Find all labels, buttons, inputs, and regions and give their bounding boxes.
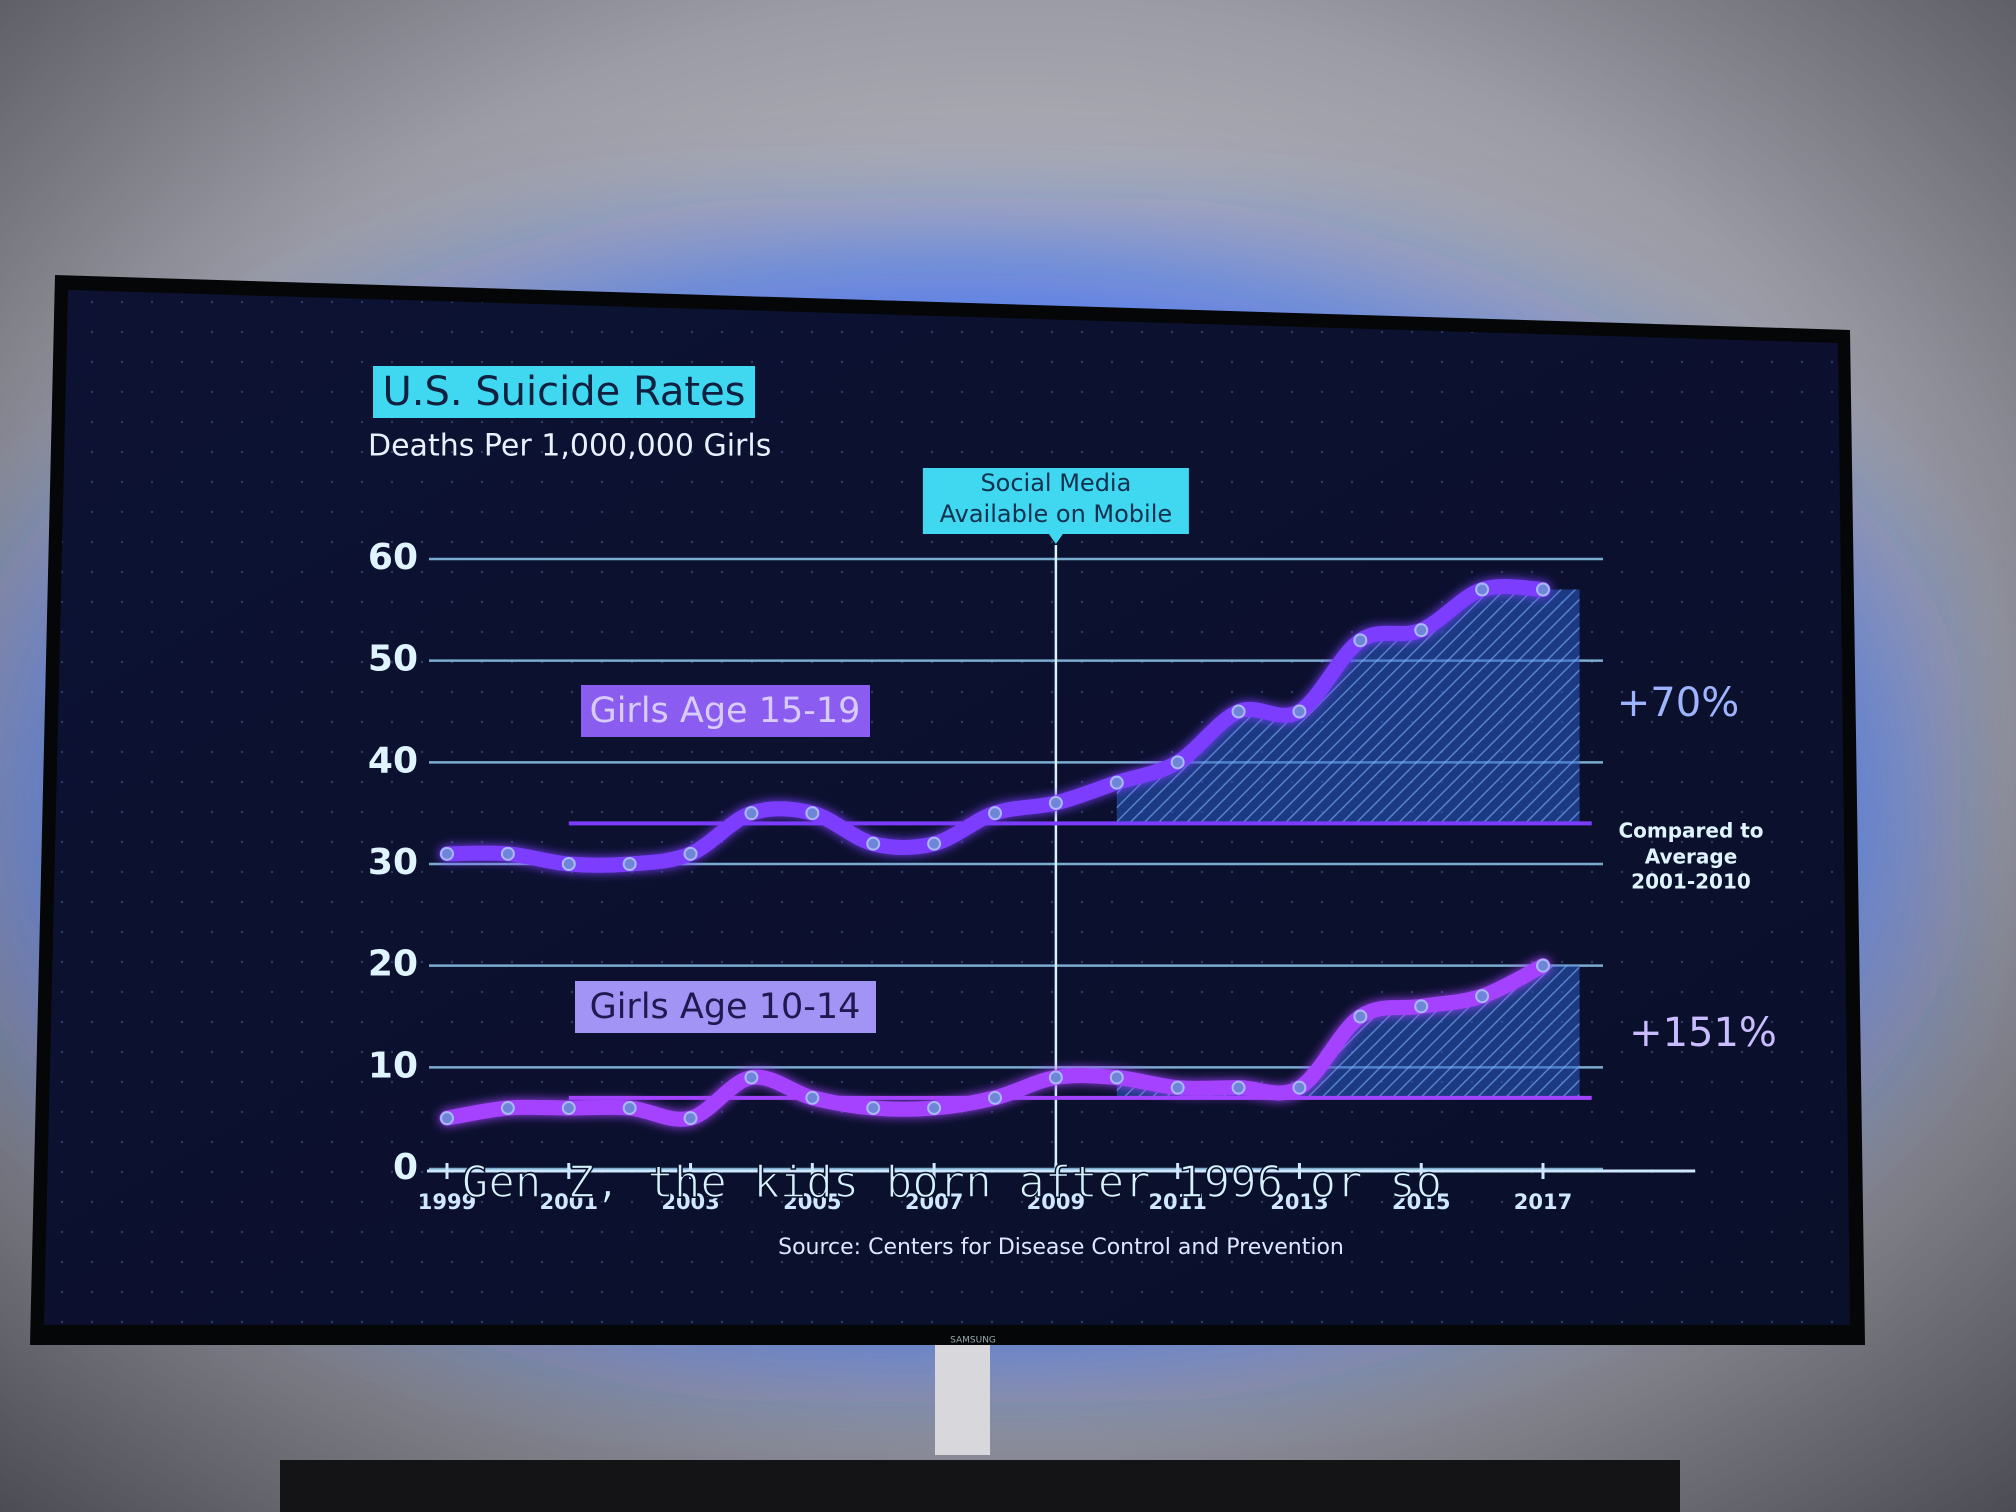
data-point (1414, 999, 1429, 1014)
x-tick-label: 2003 (661, 1190, 719, 1214)
data-point (1048, 1070, 1063, 1085)
data-point (1475, 989, 1490, 1004)
data-point (683, 1111, 698, 1126)
data-point (1048, 796, 1063, 810)
event-label: Available on Mobile (940, 500, 1173, 528)
event-pointer (1048, 534, 1063, 544)
x-tick-label: 2017 (1514, 1190, 1572, 1214)
x-tick-label: 2005 (783, 1190, 841, 1214)
data-point (744, 1070, 759, 1085)
data-point (1170, 755, 1185, 770)
series-label: Girls Age 15-19 (590, 691, 861, 731)
y-tick-label: 20 (368, 944, 418, 985)
data-point (927, 1101, 942, 1115)
data-point (1109, 775, 1124, 790)
plot: 0 10 20 30 40 50 60 1999 2001 2003 2005 2007 2009 201… (368, 468, 1696, 1214)
y-tick-label: 10 (368, 1045, 418, 1086)
change-label: +70% (1617, 680, 1739, 726)
data-point (622, 1101, 637, 1115)
data-point (683, 846, 698, 861)
data-point (805, 1090, 820, 1105)
chart-title: U.S. Suicide Rates (382, 369, 745, 415)
series-label: Girls Age 10-14 (590, 987, 861, 1027)
data-point (440, 846, 454, 861)
highlight-area (1116, 586, 1580, 824)
x-tick-label: 1999 (418, 1190, 476, 1214)
tv-brand: SAMSUNG (950, 1336, 996, 1346)
data-point (1292, 704, 1307, 719)
change-label: +151% (1629, 1010, 1777, 1056)
x-tick-label: 2001 (540, 1190, 598, 1214)
data-point (927, 836, 942, 851)
chart-subtitle: Deaths Per 1,000,000 Girls (368, 429, 771, 464)
comparison-note: Compared to (1618, 819, 1763, 843)
data-point (622, 857, 637, 871)
y-tick-label: 60 (368, 537, 418, 578)
data-point (561, 1101, 576, 1115)
x-tick-label: 2009 (1027, 1190, 1085, 1214)
data-point (866, 836, 881, 851)
cabinet (280, 1460, 1680, 1512)
data-point (1109, 1070, 1124, 1085)
event-label: Social Media (980, 469, 1131, 497)
data-point (1536, 582, 1550, 597)
title-box (373, 366, 755, 418)
data-point (866, 1101, 881, 1115)
data-point (1231, 704, 1246, 719)
event-box (922, 468, 1189, 534)
data-point (1292, 1080, 1307, 1095)
y-tick-label: 50 (368, 639, 418, 680)
comparison-note: Average (1645, 845, 1738, 869)
y-tick-label: 0 (393, 1147, 418, 1188)
data-point (805, 806, 820, 821)
x-tick-label: 2011 (1148, 1190, 1206, 1214)
x-tick-label: 2015 (1392, 1190, 1450, 1214)
data-point (1536, 958, 1550, 973)
data-point (561, 857, 576, 871)
x-tick-label: 2013 (1270, 1190, 1328, 1214)
data-point (1353, 633, 1368, 648)
data-point (988, 1090, 1002, 1105)
data-point (1170, 1080, 1185, 1095)
data-point (1353, 1009, 1368, 1024)
source-note: Source: Centers for Disease Control and … (778, 1235, 1344, 1260)
data-point (744, 806, 759, 821)
data-point (1231, 1080, 1246, 1095)
comparison-note: 2001-2010 (1631, 870, 1751, 894)
series-label-box (575, 981, 876, 1033)
stand (935, 1345, 990, 1455)
video-caption: Gen Z, the kids born after 1996 or so (462, 1157, 1442, 1208)
data-point (500, 846, 515, 861)
data-point (440, 1111, 454, 1126)
data-point (1414, 623, 1429, 638)
data-point (1475, 582, 1490, 597)
y-tick-label: 40 (368, 740, 418, 781)
data-point (500, 1101, 515, 1115)
x-tick-label: 2007 (905, 1190, 963, 1214)
series-label-box (581, 685, 870, 737)
data-point (988, 806, 1002, 821)
y-tick-label: 30 (368, 842, 418, 883)
